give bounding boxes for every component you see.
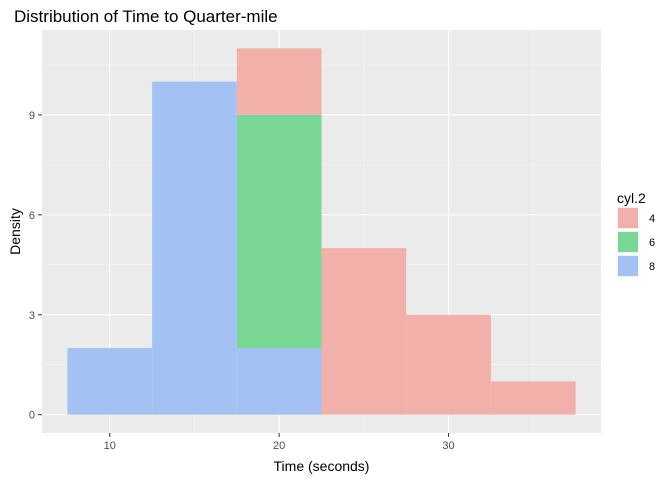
bar-cyl-4-bin-30 <box>406 314 491 415</box>
legend-key-swatch <box>618 256 638 276</box>
legend: cyl.2 4 6 8 <box>617 190 655 277</box>
x-axis-title: Time (seconds) <box>274 458 370 474</box>
y-tick-label: 3 <box>29 310 35 322</box>
legend-label: 8 <box>649 261 655 273</box>
x-tick-label: 10 <box>104 440 116 452</box>
bar-cyl-8-bin-20 <box>236 348 322 415</box>
bar-cyl-4-bin-35 <box>490 381 576 415</box>
x-tick-label: 30 <box>442 440 454 452</box>
bar-cyl-4-bin-25 <box>321 248 407 415</box>
legend-key-swatch <box>618 232 638 252</box>
y-axis-ticks: 0 3 6 9 <box>29 110 42 422</box>
x-axis-ticks: 10 20 30 <box>104 433 455 452</box>
bar-cyl-8-bin-10 <box>67 348 153 415</box>
y-tick-label: 0 <box>29 410 35 422</box>
histogram-bars <box>67 48 576 415</box>
legend-key-swatch <box>618 208 638 228</box>
x-tick-label: 20 <box>273 440 285 452</box>
legend-label: 6 <box>649 237 655 249</box>
legend-title: cyl.2 <box>617 190 646 206</box>
y-axis-title: Density <box>7 208 23 255</box>
bar-cyl-4-bin-20 <box>236 48 322 115</box>
bar-cyl-8-bin-15 <box>152 81 237 415</box>
chart-title: Distribution of Time to Quarter-mile <box>14 7 278 26</box>
bar-cyl-6-bin-20 <box>236 114 322 349</box>
y-tick-label: 9 <box>29 110 35 122</box>
legend-label: 4 <box>649 213 655 225</box>
y-tick-label: 6 <box>29 210 35 222</box>
